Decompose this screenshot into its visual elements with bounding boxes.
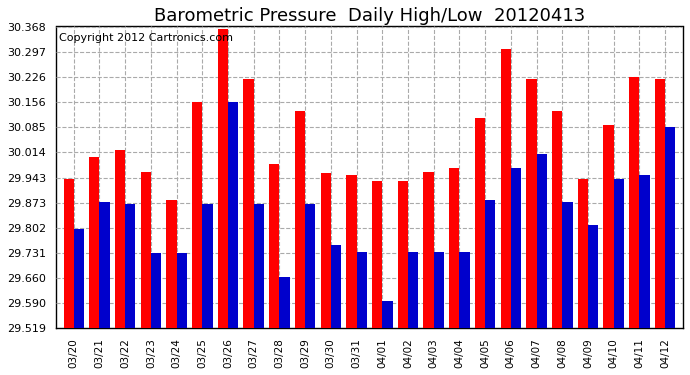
Bar <box>603 125 613 328</box>
Bar <box>279 276 290 328</box>
Text: Copyright 2012 Cartronics.com: Copyright 2012 Cartronics.com <box>59 33 233 42</box>
Bar <box>449 168 460 328</box>
Bar <box>408 252 418 328</box>
Title: Barometric Pressure  Daily High/Low  20120413: Barometric Pressure Daily High/Low 20120… <box>154 7 585 25</box>
Bar <box>511 168 521 328</box>
Bar <box>562 202 573 328</box>
Bar <box>357 252 367 328</box>
Bar <box>295 111 305 328</box>
Bar <box>665 127 676 328</box>
Bar <box>655 79 665 328</box>
Bar <box>244 79 254 328</box>
Bar <box>460 252 470 328</box>
Bar <box>372 180 382 328</box>
Bar <box>305 204 315 328</box>
Bar <box>63 179 74 328</box>
Bar <box>485 200 495 328</box>
Bar <box>346 175 357 328</box>
Bar <box>526 79 537 328</box>
Bar <box>228 102 238 328</box>
Bar <box>397 180 408 328</box>
Bar <box>588 225 598 328</box>
Bar <box>166 200 177 328</box>
Bar <box>202 204 213 328</box>
Bar <box>192 102 202 328</box>
Bar <box>151 254 161 328</box>
Bar <box>254 204 264 328</box>
Bar <box>177 254 187 328</box>
Bar <box>434 252 444 328</box>
Bar <box>613 179 624 328</box>
Bar <box>115 150 125 328</box>
Bar <box>537 154 546 328</box>
Bar <box>125 204 135 328</box>
Bar <box>475 118 485 328</box>
Bar <box>74 228 84 328</box>
Bar <box>331 244 341 328</box>
Bar <box>99 202 110 328</box>
Bar <box>640 175 650 328</box>
Bar <box>629 77 640 328</box>
Bar <box>89 158 99 328</box>
Bar <box>141 172 151 328</box>
Bar <box>382 302 393 328</box>
Bar <box>218 29 228 328</box>
Bar <box>578 179 588 328</box>
Bar <box>424 172 434 328</box>
Bar <box>552 111 562 328</box>
Bar <box>269 165 279 328</box>
Bar <box>500 49 511 328</box>
Bar <box>321 173 331 328</box>
